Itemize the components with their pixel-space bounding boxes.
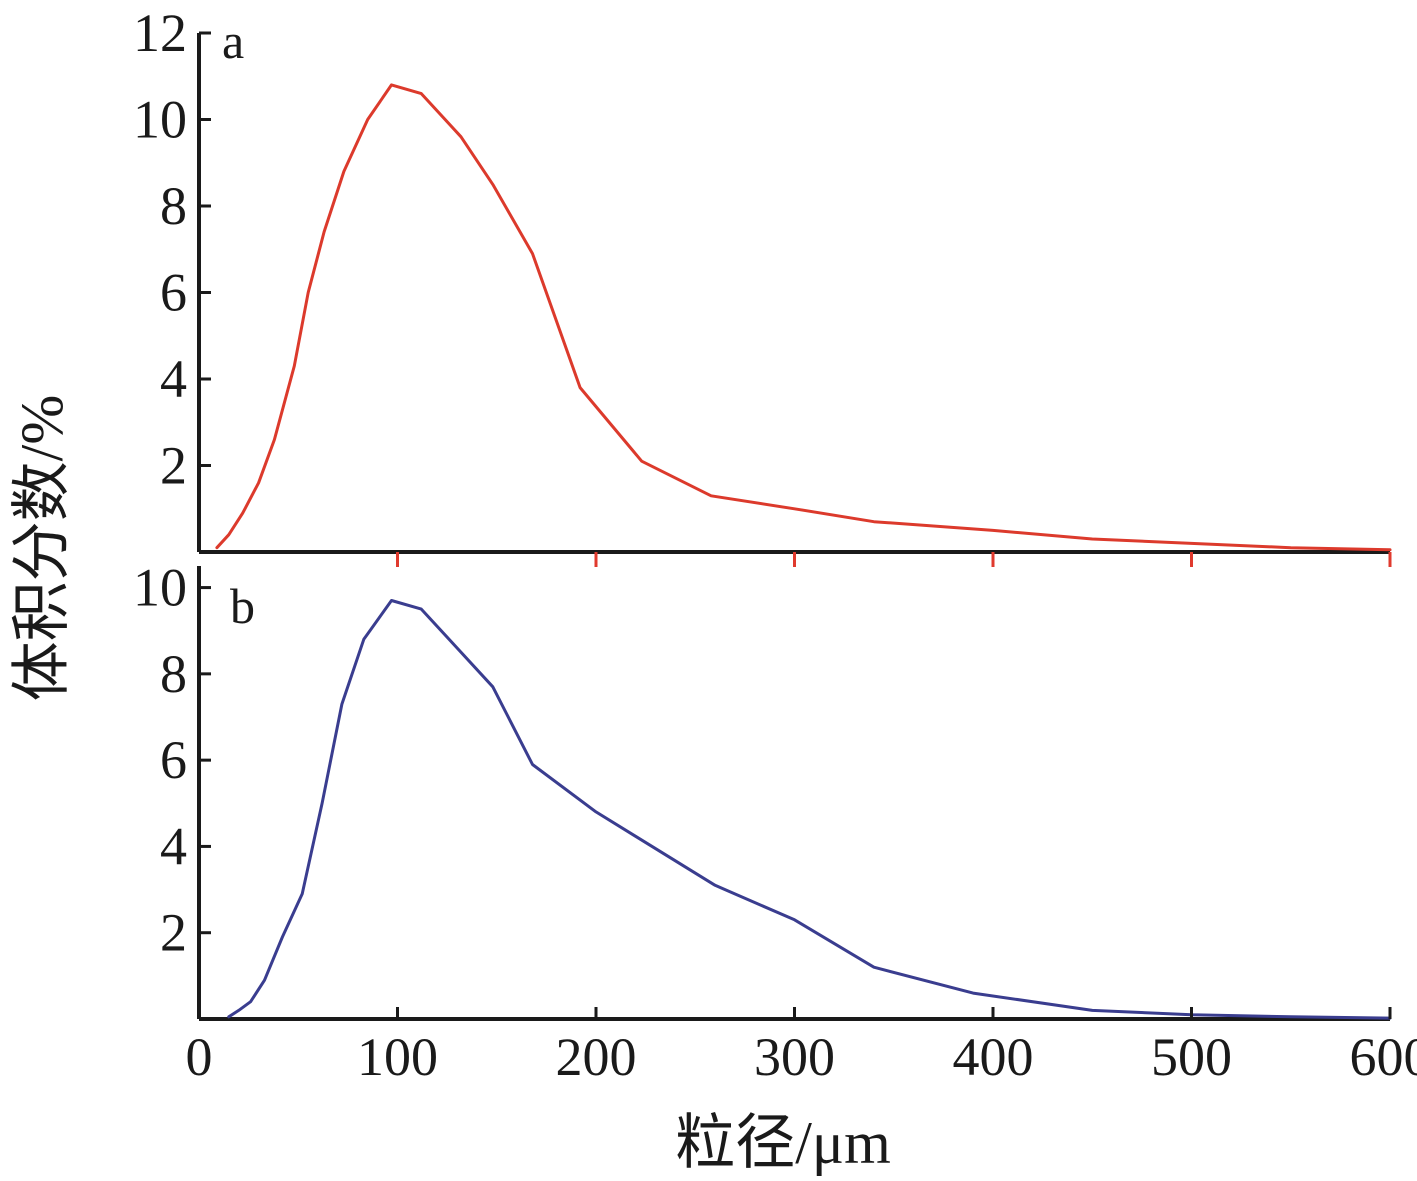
x-tick-label: 400 <box>953 1027 1034 1087</box>
y-tick-label: 12 <box>133 3 187 63</box>
y-tick-label: 10 <box>133 90 187 150</box>
panel-label: b <box>230 578 255 634</box>
x-tick-label: 600 <box>1350 1027 1417 1087</box>
x-tick-label: 0 <box>186 1027 213 1087</box>
y-tick-label: 2 <box>160 436 187 496</box>
y-tick-label: 6 <box>160 263 187 323</box>
x-axis: 0 100 200 300 400 500 600 <box>186 1007 1417 1087</box>
y-tick-label: 4 <box>160 349 187 409</box>
y-tick-label: 2 <box>160 903 187 963</box>
x-tick-label: 100 <box>357 1027 438 1087</box>
y-tick-label: 8 <box>160 176 187 236</box>
y-tick-label: 6 <box>160 730 187 790</box>
x-tick-label: 200 <box>556 1027 637 1087</box>
x-axis-title: 粒径/μm <box>675 1110 891 1176</box>
panel-label: a <box>222 13 244 69</box>
panel-a: 2 4 6 8 10 12 a <box>133 3 1392 567</box>
series-line-a <box>215 83 1392 552</box>
y-tick-label: 4 <box>160 816 187 876</box>
x-tick-label: 300 <box>754 1027 835 1087</box>
series-line-b <box>227 599 1392 1020</box>
y-tick-label: 8 <box>160 644 187 704</box>
panel-b: 2 4 6 8 10 b <box>133 558 1392 1021</box>
y-axis-title: 体积分数/% <box>9 395 75 702</box>
y-tick-label: 10 <box>133 558 187 618</box>
x-tick-label: 500 <box>1151 1027 1232 1087</box>
